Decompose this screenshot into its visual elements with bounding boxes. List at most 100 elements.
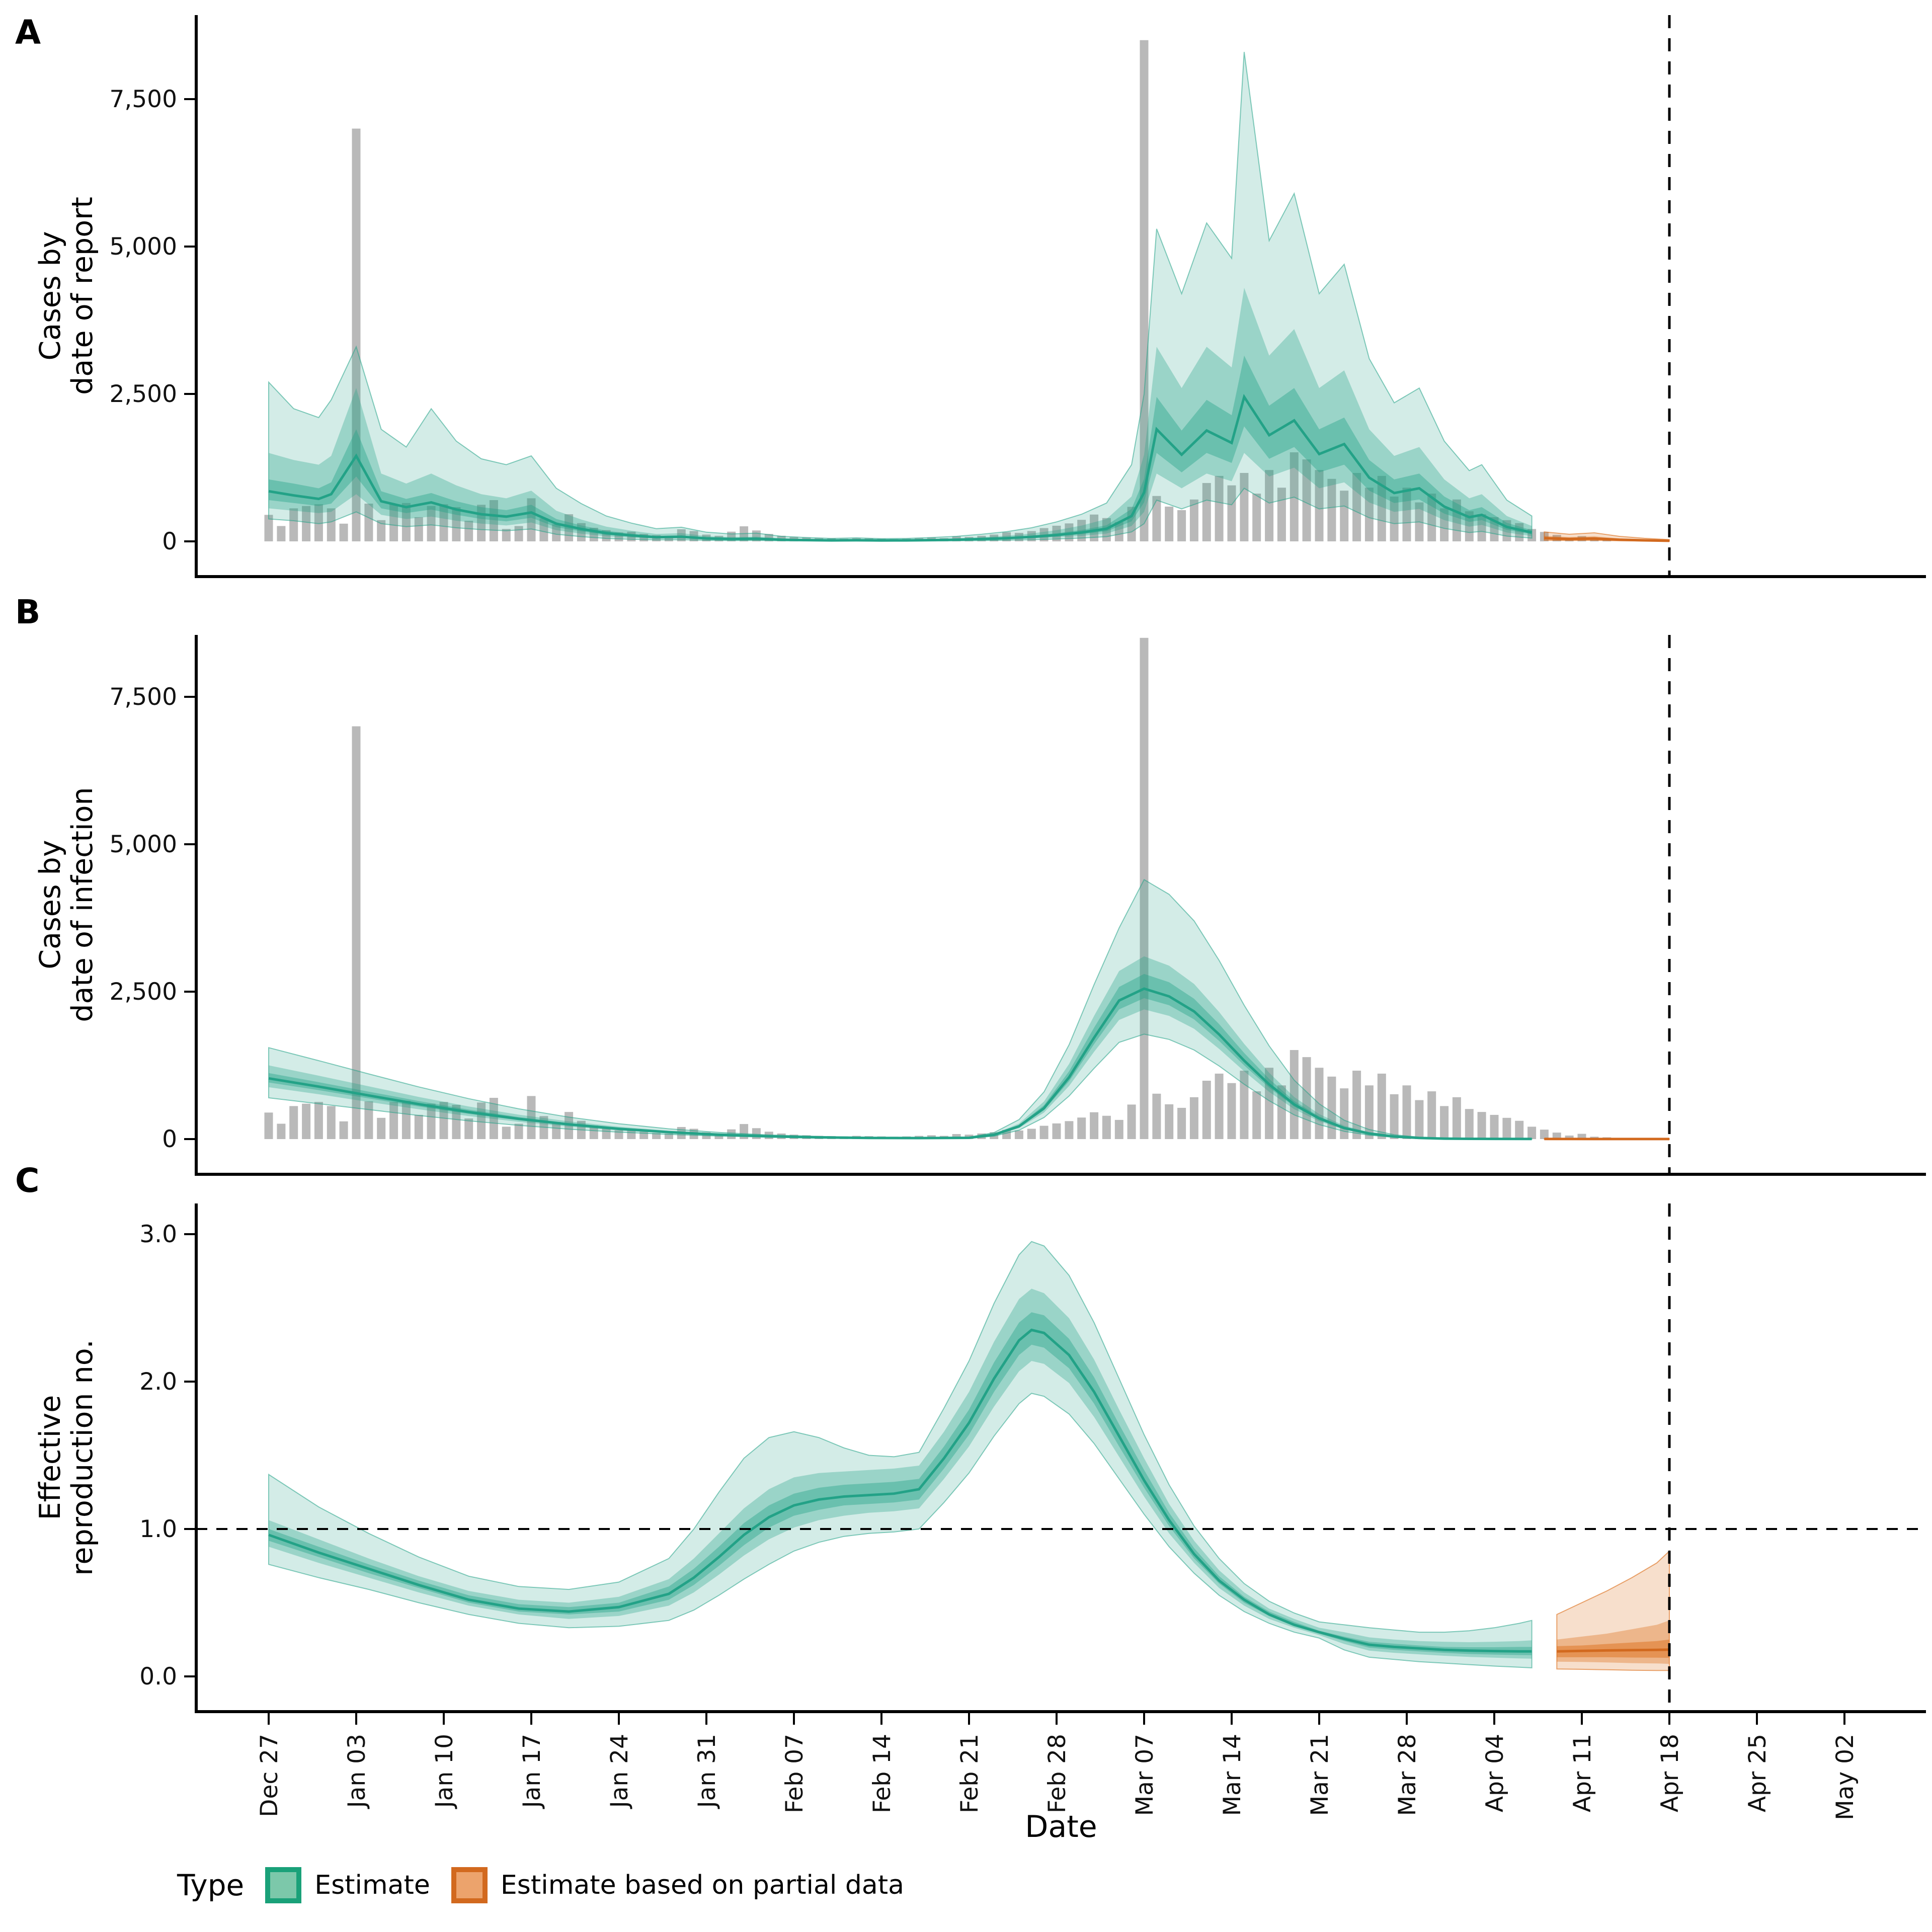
case-bar	[302, 1103, 311, 1139]
case-bar	[364, 1101, 373, 1139]
case-bar	[1502, 1117, 1511, 1139]
case-bar	[1215, 475, 1224, 541]
y-axis-title-c-line2: reproduction no.	[66, 1339, 99, 1576]
panel-c-plot-area	[268, 1241, 1670, 1671]
panel-label-a: A	[15, 13, 41, 52]
case-bar	[1027, 1129, 1036, 1139]
partial-estimate-swatch-icon	[451, 1867, 488, 1903]
case-bar	[489, 1098, 498, 1139]
case-bar	[1202, 483, 1211, 541]
case-bar	[1465, 511, 1474, 541]
x-tick-label: Apr 25	[1744, 1734, 1772, 1812]
case-bar	[502, 529, 511, 541]
estimate-ribbon-20	[269, 1312, 1532, 1655]
case-bar	[352, 128, 361, 542]
x-tick-label: Jan 10	[431, 1734, 458, 1809]
case-bar	[1039, 1125, 1049, 1139]
case-bar	[1315, 470, 1324, 541]
y-tick-label: 5,000	[109, 831, 177, 858]
x-tick-label: Mar 28	[1394, 1734, 1421, 1816]
case-bar	[489, 500, 498, 541]
reported-cases-bars-b	[264, 637, 1612, 1139]
case-bar	[1165, 506, 1174, 541]
case-bar	[1189, 499, 1198, 541]
case-bar	[1452, 1097, 1461, 1139]
estimate-ribbon-50	[269, 288, 1532, 541]
case-bar	[439, 504, 448, 541]
legend-title: Type	[177, 1868, 245, 1902]
case-bar	[314, 1102, 323, 1139]
case-bar	[664, 1133, 673, 1139]
case-bar	[652, 1133, 661, 1139]
case-bar	[552, 524, 561, 541]
case-bar	[1327, 1076, 1336, 1139]
estimate-ribbons	[268, 878, 1533, 1141]
y-axis-title-b: Cases by date of infection	[31, 749, 102, 1061]
case-bar	[1152, 1093, 1161, 1139]
case-bar	[302, 506, 311, 541]
case-bar	[1252, 494, 1261, 541]
panel-label-c: C	[15, 1161, 40, 1200]
case-bar	[1227, 1083, 1236, 1139]
case-bar	[1065, 1121, 1074, 1139]
x-tick-label: Mar 21	[1306, 1734, 1334, 1816]
case-bar	[664, 535, 673, 541]
case-bar	[377, 520, 386, 541]
case-bar	[464, 1118, 473, 1139]
case-bar	[1290, 1050, 1299, 1139]
case-bar	[1152, 496, 1161, 541]
case-bar	[1427, 1091, 1436, 1139]
x-tick-label: Dec 27	[256, 1734, 283, 1817]
case-bar	[327, 1106, 336, 1139]
case-bar	[1515, 1120, 1524, 1139]
case-bar	[277, 1123, 286, 1139]
estimate-ribbons	[268, 1241, 1533, 1669]
case-bar	[1390, 1094, 1399, 1139]
case-bar	[1527, 1126, 1537, 1139]
y-axis-ticks-a: 0 2,500 5,000 7,500	[109, 86, 196, 555]
case-bar	[477, 1102, 486, 1139]
legend: Type Estimate Estimate based on partial …	[177, 1858, 904, 1913]
x-tick-label: Jan 24	[606, 1734, 633, 1809]
partial-estimate-median-line	[1544, 537, 1670, 542]
case-bar	[677, 529, 686, 541]
case-bar	[565, 514, 574, 541]
y-tick-label: 0	[162, 528, 177, 555]
panel-b-plot-area	[264, 637, 1670, 1141]
case-bar	[1189, 1097, 1198, 1139]
case-bar	[1165, 1104, 1174, 1139]
case-bar	[952, 1134, 961, 1139]
case-bar	[1014, 1131, 1023, 1139]
estimate-median-line	[268, 1328, 1532, 1653]
x-tick-label: Feb 28	[1043, 1734, 1071, 1813]
panel-label-b: B	[15, 593, 41, 631]
case-bar	[1177, 1107, 1186, 1139]
partial-estimate-ribbons	[1544, 1138, 1670, 1141]
estimate-ribbon-90	[268, 1241, 1533, 1669]
y-tick-label: 3.0	[139, 1221, 177, 1248]
y-axis-title-b-line1: Cases by	[34, 840, 67, 970]
case-bar	[339, 523, 348, 541]
case-bar	[314, 504, 323, 541]
case-bar	[627, 1129, 636, 1139]
case-bar	[1102, 1115, 1111, 1139]
estimate-swatch-icon	[265, 1867, 302, 1903]
case-bar	[1114, 1119, 1123, 1139]
y-axis-ticks-c: 0.0 1.0 2.0 3.0	[139, 1221, 196, 1691]
case-bar	[1402, 1085, 1411, 1139]
case-bar	[502, 1126, 511, 1139]
case-bar	[1352, 1071, 1361, 1139]
case-bar	[1427, 494, 1436, 541]
case-bar	[527, 498, 536, 541]
x-tick-label: Apr 11	[1569, 1734, 1596, 1812]
case-bar	[264, 1112, 273, 1139]
case-bar	[1202, 1081, 1211, 1139]
case-bar	[1340, 491, 1349, 541]
case-bar	[1552, 1133, 1561, 1139]
case-bar	[414, 517, 423, 541]
case-bar	[327, 508, 336, 541]
case-bar	[539, 518, 548, 541]
x-tick-label: Apr 18	[1656, 1734, 1684, 1812]
case-bar	[1415, 1100, 1424, 1139]
